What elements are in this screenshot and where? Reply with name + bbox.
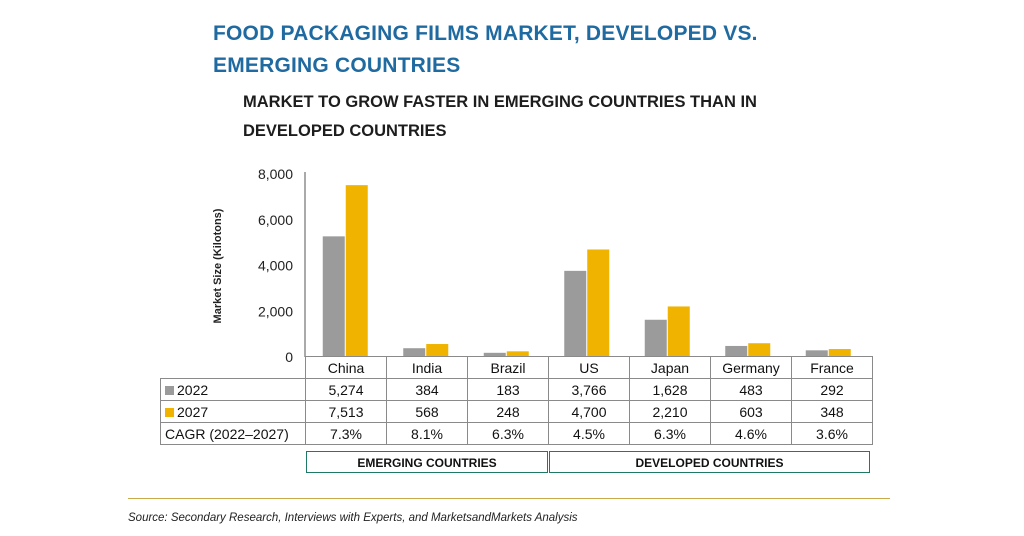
data-table: China India Brazil US Japan Germany Fran… [160,356,873,445]
bar-2027-japan [667,306,690,357]
y-tick-label: 4,000 [258,258,293,274]
group-developed: DEVELOPED COUNTRIES [549,451,870,473]
table-header-brazil: Brazil [467,356,549,379]
table-header-india: India [386,356,468,379]
table-cell: 248 [467,400,549,423]
table-cell: 384 [386,378,468,401]
table-row-cagr: CAGR (2022–2027) 7.3% 8.1% 6.3% 4.5% 6.3… [160,422,873,445]
bar-2027-france [828,349,851,357]
table-header-china: China [305,356,387,379]
bar-2027-brazil [506,351,529,357]
y-tick-label: 2,000 [258,303,293,319]
table-header-us: US [548,356,630,379]
table-cell: 292 [791,378,873,401]
table-row-2027: 2027 7,513 568 248 4,700 2,210 603 348 [160,400,873,423]
table-cell: 6.3% [629,422,711,445]
table-cell: 2,210 [629,400,711,423]
legend-2027: 2027 [160,400,306,423]
bar-2027-china [345,185,368,357]
table-cell: 483 [710,378,792,401]
bar-2027-germany [748,343,771,357]
footer-divider [128,498,890,499]
table-cell: 1,628 [629,378,711,401]
table-header-row: China India Brazil US Japan Germany Fran… [160,356,873,379]
bar-2022-china [322,236,345,357]
table-corner [160,356,306,379]
bar-2022-brazil [483,352,506,357]
legend-swatch-2027 [165,407,174,417]
table-cell: 4.5% [548,422,630,445]
table-cell: 603 [710,400,792,423]
chart-title: FOOD PACKAGING FILMS MARKET, DEVELOPED V… [213,22,758,77]
y-tick-label: 6,000 [258,212,293,228]
table-cell: 6.3% [467,422,549,445]
table-cell: 3.6% [791,422,873,445]
bar-2027-india [426,344,449,357]
legend-label-2027: 2027 [177,403,209,420]
legend-swatch-2022 [165,385,174,395]
bar-2022-india [403,348,426,357]
bar-2022-japan [644,319,667,357]
group-emerging: EMERGING COUNTRIES [306,451,548,473]
table-row-2022: 2022 5,274 384 183 3,766 1,628 483 292 [160,378,873,401]
table-cell: 3,766 [548,378,630,401]
table-cell: 348 [791,400,873,423]
table-cell: 183 [467,378,549,401]
cagr-label: CAGR (2022–2027) [160,422,306,445]
legend-label-2022: 2022 [177,381,209,398]
y-tick-label: 8,000 [258,166,293,182]
table-header-france: France [791,356,873,379]
table-cell: 5,274 [305,378,387,401]
table-cell: 8.1% [386,422,468,445]
table-cell: 7,513 [305,400,387,423]
source-note: Source: Secondary Research, Interviews w… [128,512,578,524]
table-cell: 7.3% [305,422,387,445]
bar-2022-germany [725,345,748,357]
legend-2022: 2022 [160,378,306,401]
bar-2022-france [805,350,828,357]
table-header-japan: Japan [629,356,711,379]
table-cell: 568 [386,400,468,423]
table-cell: 4.6% [710,422,792,445]
table-cell: 4,700 [548,400,630,423]
bar-2027-us [587,249,610,357]
bar-2022-us [564,270,587,357]
table-header-germany: Germany [710,356,792,379]
chart-subtitle: MARKET TO GROW FASTER IN EMERGING COUNTR… [243,93,757,140]
